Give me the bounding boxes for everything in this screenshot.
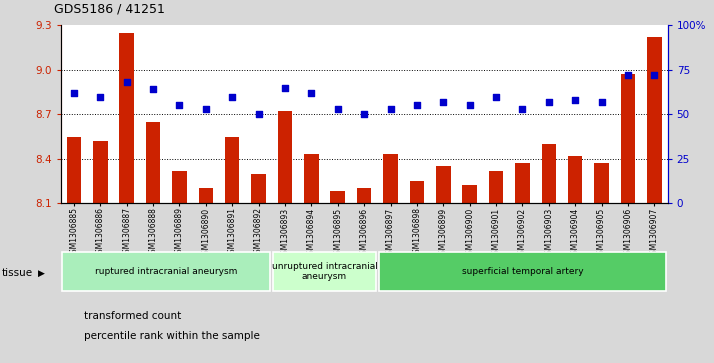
Point <box>464 102 476 108</box>
Bar <box>225 136 239 203</box>
Point <box>517 106 528 112</box>
Text: GDS5186 / 41251: GDS5186 / 41251 <box>54 3 164 16</box>
Point <box>570 97 581 103</box>
Point <box>68 90 79 96</box>
Point <box>121 79 132 85</box>
Bar <box>410 181 424 203</box>
Bar <box>93 141 108 203</box>
Point <box>543 99 555 105</box>
Bar <box>119 33 134 203</box>
Text: transformed count: transformed count <box>84 311 181 321</box>
Point <box>279 85 291 91</box>
Point <box>411 102 423 108</box>
Text: ruptured intracranial aneurysm: ruptured intracranial aneurysm <box>95 267 238 276</box>
Bar <box>172 171 186 203</box>
Point <box>649 72 660 78</box>
Point <box>358 111 370 117</box>
Bar <box>516 163 530 203</box>
Point <box>94 94 106 99</box>
Point <box>623 72 634 78</box>
Bar <box>66 136 81 203</box>
FancyBboxPatch shape <box>378 252 666 290</box>
Text: ▶: ▶ <box>38 269 45 278</box>
Text: percentile rank within the sample: percentile rank within the sample <box>84 331 259 341</box>
Bar <box>647 37 662 203</box>
Bar <box>331 191 345 203</box>
Bar <box>278 111 292 203</box>
Bar <box>542 144 556 203</box>
Bar <box>357 188 371 203</box>
Point <box>438 99 449 105</box>
Point <box>147 86 159 92</box>
Bar <box>383 154 398 203</box>
Point <box>200 106 211 112</box>
Bar <box>568 156 583 203</box>
Bar <box>251 174 266 203</box>
Point <box>596 99 608 105</box>
Point <box>332 106 343 112</box>
FancyBboxPatch shape <box>62 252 271 290</box>
Bar <box>436 166 451 203</box>
Point <box>385 106 396 112</box>
Bar <box>146 122 161 203</box>
Point <box>226 94 238 99</box>
Point <box>491 94 502 99</box>
Bar <box>594 163 609 203</box>
Bar <box>489 171 503 203</box>
Point <box>253 111 264 117</box>
Bar <box>198 188 213 203</box>
Text: unruptured intracranial
aneurysm: unruptured intracranial aneurysm <box>271 262 378 281</box>
Text: tissue: tissue <box>1 268 33 278</box>
Point <box>174 102 185 108</box>
Point <box>306 90 317 96</box>
Bar <box>620 74 635 203</box>
Bar <box>304 154 318 203</box>
Text: superficial temporal artery: superficial temporal artery <box>462 267 583 276</box>
Bar <box>463 185 477 203</box>
FancyBboxPatch shape <box>273 252 376 290</box>
